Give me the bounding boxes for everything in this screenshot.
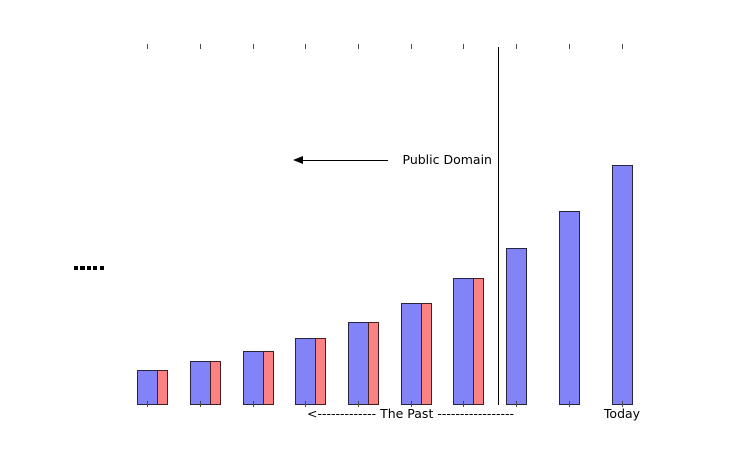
top-axis-tick bbox=[252, 43, 254, 49]
dot bbox=[86, 265, 91, 271]
top-axis-tick bbox=[147, 43, 149, 49]
public-domain-arrow bbox=[301, 159, 388, 162]
blue-bar-4 bbox=[295, 337, 317, 405]
top-axis-tick bbox=[621, 43, 623, 49]
bottom-axis-tick bbox=[147, 400, 149, 407]
dot bbox=[93, 265, 98, 271]
blue-bar-9 bbox=[558, 210, 580, 405]
blue-bar-3 bbox=[242, 350, 264, 405]
red-bar-2 bbox=[209, 360, 221, 405]
bottom-axis-tick bbox=[463, 400, 465, 407]
blue-bar-8 bbox=[506, 247, 528, 405]
public-domain-label: Public Domain bbox=[402, 152, 492, 167]
blue-bar-6 bbox=[400, 302, 422, 405]
left-arrow-icon bbox=[292, 156, 303, 165]
red-bar-6 bbox=[420, 302, 432, 405]
red-bar-1 bbox=[157, 369, 169, 405]
top-axis-tick bbox=[410, 43, 412, 49]
dot bbox=[74, 265, 79, 271]
bottom-axis-tick bbox=[305, 400, 307, 407]
top-axis-tick bbox=[305, 43, 307, 49]
dot bbox=[99, 265, 104, 271]
red-bar-5 bbox=[368, 321, 379, 405]
blue-bar-2 bbox=[189, 360, 211, 405]
top-axis-tick bbox=[463, 43, 465, 49]
blue-bar-5 bbox=[348, 321, 369, 405]
bottom-axis-tick bbox=[358, 400, 359, 407]
bottom-axis-tick bbox=[568, 400, 570, 407]
bottom-axis-tick bbox=[252, 400, 254, 407]
past-axis-label: <------------- The Past ----------------… bbox=[306, 406, 515, 421]
red-bar-7 bbox=[473, 277, 485, 405]
blue-bar-1 bbox=[137, 369, 159, 405]
bottom-axis-tick bbox=[199, 400, 201, 407]
dot bbox=[80, 265, 85, 271]
red-bar-4 bbox=[315, 337, 327, 405]
continuation-dots bbox=[74, 265, 104, 271]
blue-bar-7 bbox=[453, 277, 475, 405]
bottom-axis-tick bbox=[410, 400, 412, 407]
divider-line bbox=[497, 47, 500, 405]
top-axis-tick bbox=[568, 43, 570, 49]
bottom-axis-tick bbox=[621, 400, 623, 407]
top-axis-tick bbox=[358, 43, 359, 49]
top-axis-tick bbox=[199, 43, 201, 49]
red-bar-3 bbox=[262, 350, 274, 405]
today-axis-label: Today bbox=[603, 406, 641, 421]
blue-bar-10 bbox=[611, 164, 633, 405]
top-axis-tick bbox=[516, 43, 518, 49]
bottom-axis-tick bbox=[516, 400, 518, 407]
